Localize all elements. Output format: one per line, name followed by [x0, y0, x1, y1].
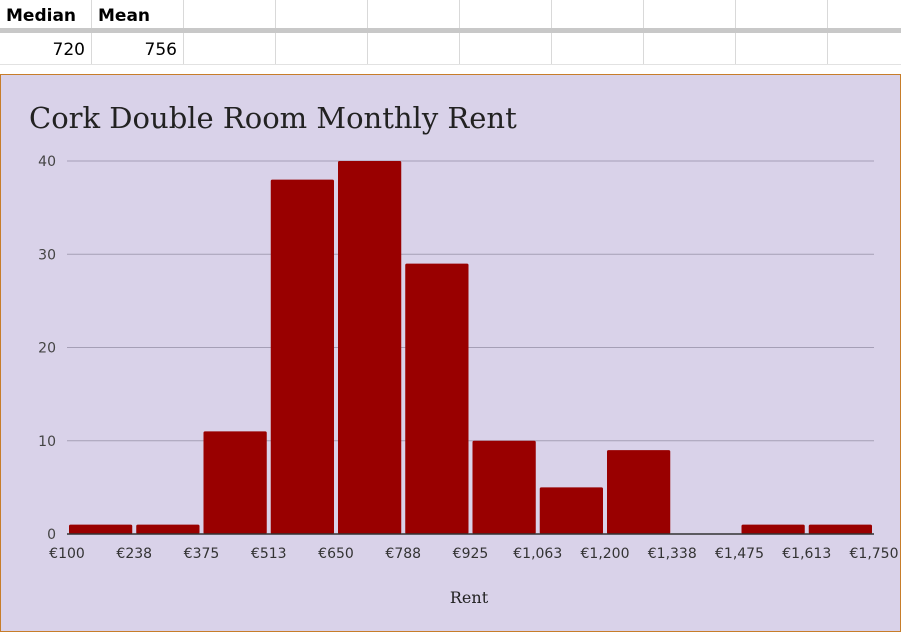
empty-cell[interactable]: [552, 33, 644, 64]
empty-cell[interactable]: [276, 0, 368, 28]
bars: [69, 161, 872, 534]
values-row: 720 756: [0, 33, 901, 65]
median-value-cell[interactable]: 720: [0, 33, 92, 64]
frozen-row-divider[interactable]: [0, 28, 901, 33]
x-tick-label: €1,338: [648, 546, 697, 562]
x-tick-label: €925: [453, 546, 489, 562]
empty-cell[interactable]: [552, 0, 644, 28]
empty-cell[interactable]: [460, 0, 552, 28]
empty-cell[interactable]: [368, 33, 460, 64]
y-tick-label: 10: [38, 434, 56, 450]
y-tick-label: 40: [38, 154, 56, 170]
empty-cell[interactable]: [828, 0, 901, 28]
x-tick-label: €375: [184, 546, 220, 562]
x-tick-label: €1,613: [782, 546, 831, 562]
chart-title: Cork Double Room Monthly Rent: [29, 101, 517, 135]
x-tick-label: €1,200: [581, 546, 630, 562]
y-tick-label: 20: [38, 341, 56, 357]
bar: [472, 440, 536, 534]
mean-value-cell[interactable]: 756: [92, 33, 184, 64]
empty-cell[interactable]: [368, 0, 460, 28]
bar: [405, 263, 469, 534]
chart-container[interactable]: Cork Double Room Monthly Rent 0 10 20 30 40 …: [0, 74, 901, 632]
y-axis-ticks: 0 10 20 30 40: [38, 154, 56, 543]
histogram-chart: Cork Double Room Monthly Rent 010203040 …: [29, 101, 899, 607]
bar: [808, 524, 872, 534]
x-tick-label: €1,063: [513, 546, 562, 562]
empty-cell[interactable]: [644, 33, 736, 64]
empty-cell[interactable]: [184, 33, 276, 64]
mean-header-cell[interactable]: Mean: [92, 0, 184, 28]
bar: [69, 524, 133, 534]
x-tick-label: €100: [49, 546, 85, 562]
x-tick-label: €1,750: [850, 546, 899, 562]
bar: [203, 431, 267, 534]
x-tick-label: €513: [251, 546, 287, 562]
header-row: Median Mean: [0, 0, 901, 28]
x-tick-label: €788: [385, 546, 421, 562]
x-tick-label: €650: [318, 546, 354, 562]
x-tick-label: €238: [116, 546, 152, 562]
x-axis-ticks: €100 €238 €375 €513 €650 €788 €925 €1,063 €1,200…: [49, 546, 898, 562]
empty-cell[interactable]: [460, 33, 552, 64]
empty-cell[interactable]: [184, 0, 276, 28]
y-tick-label: 30: [38, 247, 56, 263]
y-tick-label: 0: [47, 527, 56, 543]
bar: [607, 450, 671, 534]
bar: [270, 179, 334, 534]
median-header-cell[interactable]: Median: [0, 0, 92, 28]
empty-cell[interactable]: [736, 0, 828, 28]
spreadsheet-grid: Median Mean 720 756: [0, 0, 901, 76]
bar: [136, 524, 200, 534]
empty-cell[interactable]: [828, 33, 901, 64]
bar: [338, 161, 402, 534]
empty-cell[interactable]: [644, 0, 736, 28]
gridlines: [67, 160, 874, 442]
x-axis-label: Rent: [450, 588, 489, 607]
empty-cell[interactable]: [276, 33, 368, 64]
bar: [539, 487, 603, 534]
bar: [741, 524, 805, 534]
empty-cell[interactable]: [736, 33, 828, 64]
x-tick-label: €1,475: [715, 546, 764, 562]
